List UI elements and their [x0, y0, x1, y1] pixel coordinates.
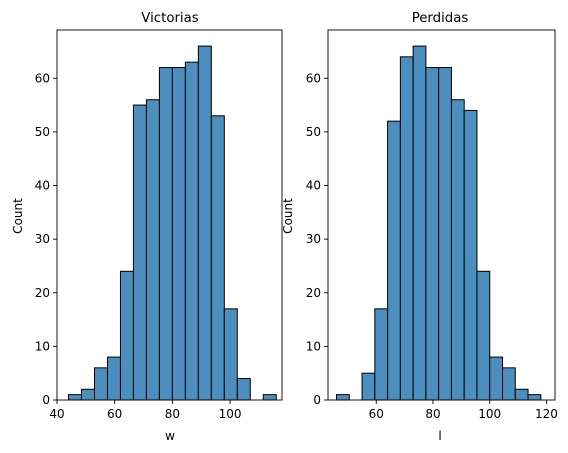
victorias-bar-9	[184, 61, 199, 401]
victorias-bar-15	[262, 394, 277, 401]
perdidas-y-axis-label: Count	[281, 198, 295, 234]
victorias-bar-6	[145, 99, 160, 401]
perdidas-x-tick-label-80: 80	[425, 407, 440, 421]
victorias-bar-0	[68, 394, 83, 401]
victorias-chart-title: Victorias	[141, 11, 198, 26]
victorias-x-tick-label-80: 80	[165, 407, 180, 421]
perdidas-x-tick-label-60: 60	[369, 407, 384, 421]
perdidas-chart-title: Perdidas	[412, 11, 469, 26]
perdidas-bar-10	[463, 109, 478, 401]
perdidas-y-tick-label-30: 30	[306, 232, 321, 246]
victorias-y-tick-label-10: 10	[35, 339, 50, 353]
victorias-y-tick-label-20: 20	[35, 286, 50, 300]
perdidas-y-tick-label-0: 0	[313, 393, 321, 407]
victorias-bar-5	[132, 104, 147, 401]
perdidas-y-tick-label-50: 50	[306, 125, 321, 139]
perdidas-x-tick-label-100: 100	[478, 407, 501, 421]
victorias-y-tick-label-30: 30	[35, 232, 50, 246]
perdidas-y-tick-label-20: 20	[306, 286, 321, 300]
perdidas-y-tick-label-40: 40	[306, 179, 321, 193]
perdidas-x-tick-label-120: 120	[535, 407, 558, 421]
perdidas-bar-6	[412, 45, 427, 401]
perdidas-bar-13	[502, 367, 516, 401]
perdidas-bar-9	[450, 99, 465, 401]
perdidas-plot-frame	[327, 29, 556, 401]
perdidas-histogram-panel: Perdidas l Count 60 80 100 120 0 10 20 30 40 50 60	[281, 11, 558, 443]
victorias-x-tick-label-60: 60	[107, 407, 122, 421]
victorias-y-tick-label-50: 50	[35, 125, 50, 139]
perdidas-bar-4	[387, 120, 401, 401]
victorias-bar-1	[81, 388, 95, 401]
perdidas-bar-12	[489, 356, 504, 401]
victorias-plot-frame	[56, 29, 283, 401]
perdidas-bar-15	[527, 394, 542, 401]
perdidas-bar-14	[514, 388, 529, 401]
victorias-x-axis-label: w	[165, 429, 175, 443]
perdidas-bar-11	[476, 270, 491, 401]
perdidas-bar-0	[336, 394, 350, 401]
perdidas-bar-5	[399, 56, 414, 401]
victorias-y-tick-label-0: 0	[42, 393, 50, 407]
victorias-histogram-panel: Victorias w Count 40 60 80 100 0 10 20 30 40 50 60	[11, 11, 283, 443]
victorias-bar-8	[171, 67, 186, 401]
victorias-bar-4	[119, 270, 134, 401]
perdidas-x-axis-label: l	[438, 429, 441, 443]
victorias-x-tick-label-40: 40	[49, 407, 64, 421]
victorias-bar-10	[197, 45, 212, 401]
perdidas-bar-8	[438, 67, 452, 401]
victorias-y-tick-label-40: 40	[35, 179, 50, 193]
victorias-bar-2	[94, 367, 108, 401]
victorias-bar-7	[158, 67, 173, 401]
perdidas-bar-3	[374, 308, 389, 401]
victorias-bar-11	[210, 115, 225, 401]
victorias-y-axis-label: Count	[11, 198, 25, 234]
perdidas-y-tick-label-10: 10	[306, 339, 321, 353]
victorias-x-tick-label-100: 100	[219, 407, 242, 421]
victorias-bar-3	[106, 356, 121, 401]
perdidas-y-tick-label-60: 60	[306, 71, 321, 85]
victorias-bar-12	[223, 308, 238, 401]
victorias-bar-13	[236, 378, 251, 401]
perdidas-bar-2	[361, 372, 376, 401]
victorias-y-tick-label-60: 60	[35, 71, 50, 85]
perdidas-bar-7	[425, 67, 440, 401]
